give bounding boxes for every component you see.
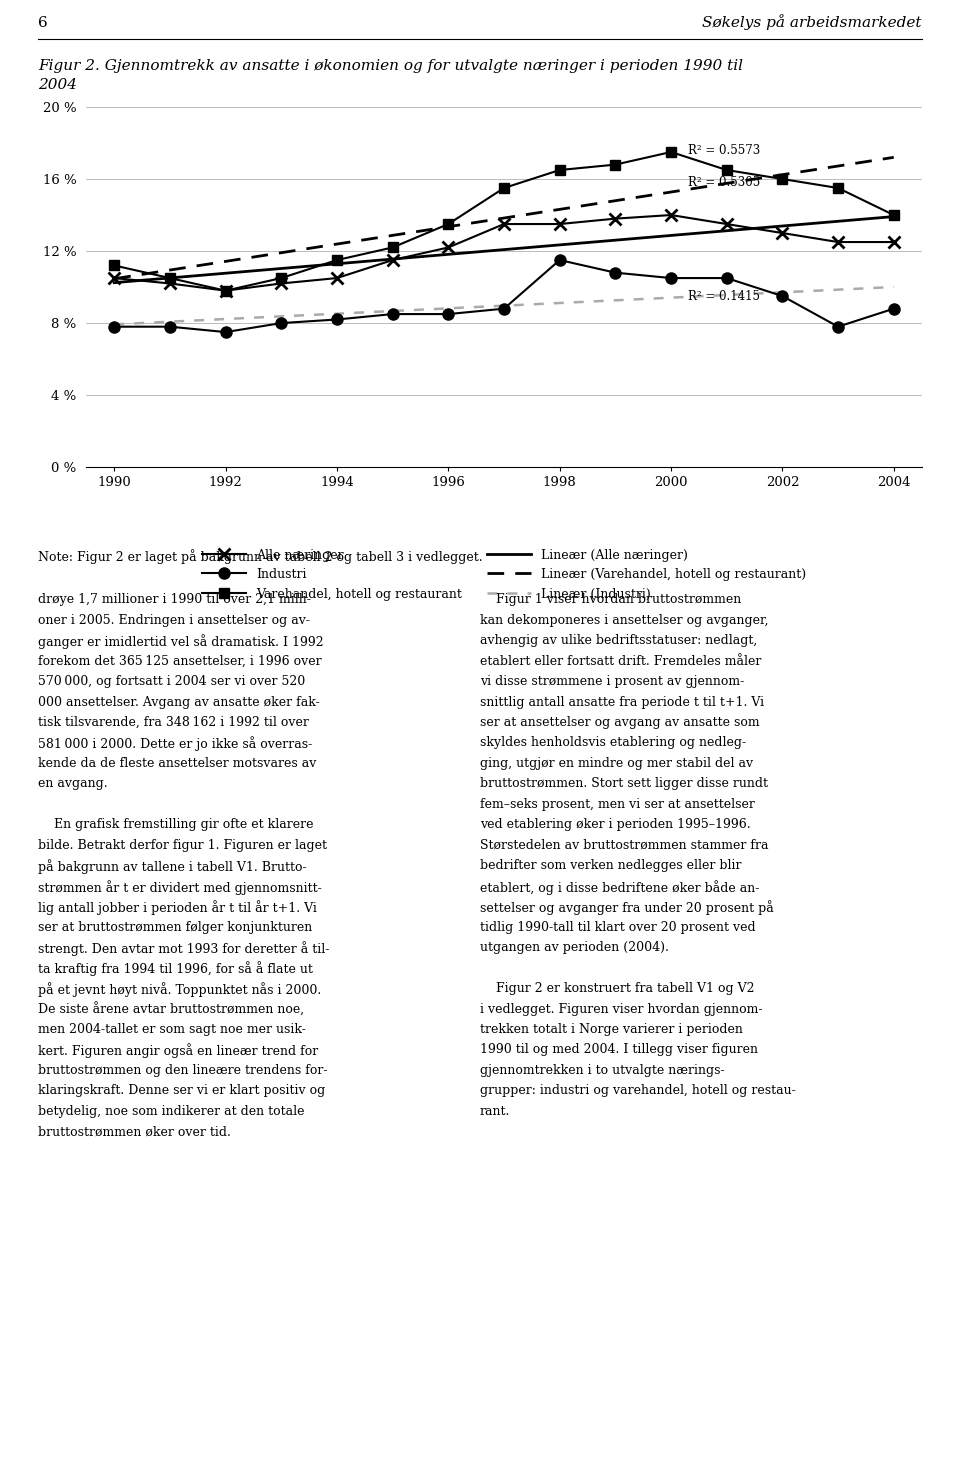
Text: men 2004-tallet er som sagt noe mer usik-: men 2004-tallet er som sagt noe mer usik… xyxy=(38,1023,306,1037)
Text: 1990 til og med 2004. I tillegg viser figuren: 1990 til og med 2004. I tillegg viser fi… xyxy=(480,1044,758,1056)
Text: 000 ansettelser. Avgang av ansatte øker fak-: 000 ansettelser. Avgang av ansatte øker … xyxy=(38,696,320,709)
Text: bedrifter som verken nedlegges eller blir: bedrifter som verken nedlegges eller bli… xyxy=(480,859,741,872)
Text: De siste årene avtar bruttostrømmen noe,: De siste årene avtar bruttostrømmen noe, xyxy=(38,1003,304,1017)
Text: tidlig 1990-tall til klart over 20 prosent ved: tidlig 1990-tall til klart over 20 prose… xyxy=(480,921,756,934)
Text: ta kraftig fra 1994 til 1996, for så å flate ut: ta kraftig fra 1994 til 1996, for så å f… xyxy=(38,961,313,976)
Text: ser at ansettelser og avgang av ansatte som: ser at ansettelser og avgang av ansatte … xyxy=(480,716,759,730)
Text: ved etablering øker i perioden 1995–1996.: ved etablering øker i perioden 1995–1996… xyxy=(480,819,751,832)
Text: R² = 0.1415: R² = 0.1415 xyxy=(687,289,759,303)
Text: skyldes henholdsvis etablering og nedleg-: skyldes henholdsvis etablering og nedleg… xyxy=(480,737,746,749)
Text: forekom det 365 125 ansettelser, i 1996 over: forekom det 365 125 ansettelser, i 1996 … xyxy=(38,654,322,667)
Text: på et jevnt høyt nivå. Toppunktet nås i 2000.: på et jevnt høyt nivå. Toppunktet nås i … xyxy=(38,982,322,997)
Text: på bakgrunn av tallene i tabell V1. Brutto-: på bakgrunn av tallene i tabell V1. Brut… xyxy=(38,859,307,873)
Text: avhengig av ulike bedriftsstatuser: nedlagt,: avhengig av ulike bedriftsstatuser: nedl… xyxy=(480,635,757,647)
Text: ging, utgjør en mindre og mer stabil del av: ging, utgjør en mindre og mer stabil del… xyxy=(480,756,754,770)
Text: etablert, og i disse bedriftene øker både an-: etablert, og i disse bedriftene øker båd… xyxy=(480,879,759,894)
Text: Figur 2. Gjennomtrekk av ansatte i økonomien og for utvalgte næringer i perioden: Figur 2. Gjennomtrekk av ansatte i økono… xyxy=(38,59,743,92)
Text: grupper: industri og varehandel, hotell og restau-: grupper: industri og varehandel, hotell … xyxy=(480,1084,796,1097)
Text: utgangen av perioden (2004).: utgangen av perioden (2004). xyxy=(480,942,669,954)
Text: strømmen år t er dividert med gjennomsnitt-: strømmen år t er dividert med gjennomsni… xyxy=(38,879,323,894)
Text: R² = 0.5573: R² = 0.5573 xyxy=(687,144,760,157)
Text: kende da de fleste ansettelser motsvares av: kende da de fleste ansettelser motsvares… xyxy=(38,756,317,770)
Text: bilde. Betrakt derfor figur 1. Figuren er laget: bilde. Betrakt derfor figur 1. Figuren e… xyxy=(38,839,327,851)
Text: bruttostrømmen og den lineære trendens for-: bruttostrømmen og den lineære trendens f… xyxy=(38,1063,328,1077)
Text: etablert eller fortsatt drift. Fremdeles måler: etablert eller fortsatt drift. Fremdeles… xyxy=(480,654,761,667)
Text: gjennomtrekken i to utvalgte nærings-: gjennomtrekken i to utvalgte nærings- xyxy=(480,1063,725,1077)
Text: bruttostrømmen. Stort sett ligger disse rundt: bruttostrømmen. Stort sett ligger disse … xyxy=(480,777,768,790)
Legend: Alle næringer, Industri, Varehandel, hotell og restaurant, Lineær (Alle næringer: Alle næringer, Industri, Varehandel, hot… xyxy=(203,549,805,601)
Text: rant.: rant. xyxy=(480,1105,511,1118)
Text: Søkelys på arbeidsmarkedet: Søkelys på arbeidsmarkedet xyxy=(702,13,922,30)
Text: snittlig antall ansatte fra periode t til t+1. Vi: snittlig antall ansatte fra periode t ti… xyxy=(480,696,764,709)
Text: 570 000, og fortsatt i 2004 ser vi over 520: 570 000, og fortsatt i 2004 ser vi over … xyxy=(38,675,305,688)
Text: 6: 6 xyxy=(38,16,48,30)
Text: trekken totalt i Norge varierer i perioden: trekken totalt i Norge varierer i period… xyxy=(480,1023,743,1037)
Text: ser at bruttostrømmen følger konjunkturen: ser at bruttostrømmen følger konjunkture… xyxy=(38,921,313,934)
Text: drøye 1,7 millioner i 1990 til over 2,1 milli-: drøye 1,7 millioner i 1990 til over 2,1 … xyxy=(38,593,311,607)
Text: strengt. Den avtar mot 1993 for deretter å til-: strengt. Den avtar mot 1993 for deretter… xyxy=(38,942,330,957)
Text: bruttostrømmen øker over tid.: bruttostrømmen øker over tid. xyxy=(38,1126,231,1139)
Text: kert. Figuren angir også en lineær trend for: kert. Figuren angir også en lineær trend… xyxy=(38,1044,319,1059)
Text: settelser og avganger fra under 20 prosent på: settelser og avganger fra under 20 prose… xyxy=(480,900,774,915)
Text: vi disse strømmene i prosent av gjennom-: vi disse strømmene i prosent av gjennom- xyxy=(480,675,744,688)
Text: ganger er imidlertid vel så dramatisk. I 1992: ganger er imidlertid vel så dramatisk. I… xyxy=(38,635,324,650)
Text: En grafisk fremstilling gir ofte et klarere: En grafisk fremstilling gir ofte et klar… xyxy=(38,819,314,832)
Text: lig antall jobber i perioden år t til år t+1. Vi: lig antall jobber i perioden år t til år… xyxy=(38,900,317,915)
Text: Figur 1 viser hvordan bruttostrømmen: Figur 1 viser hvordan bruttostrømmen xyxy=(480,593,741,607)
Text: en avgang.: en avgang. xyxy=(38,777,108,790)
Text: oner i 2005. Endringen i ansettelser og av-: oner i 2005. Endringen i ansettelser og … xyxy=(38,614,310,627)
Text: betydelig, noe som indikerer at den totale: betydelig, noe som indikerer at den tota… xyxy=(38,1105,305,1118)
Text: klaringskraft. Denne ser vi er klart positiv og: klaringskraft. Denne ser vi er klart pos… xyxy=(38,1084,325,1097)
Text: R² = 0.5305: R² = 0.5305 xyxy=(687,176,760,190)
Text: tisk tilsvarende, fra 348 162 i 1992 til over: tisk tilsvarende, fra 348 162 i 1992 til… xyxy=(38,716,309,730)
Text: Note: Figur 2 er laget på bakgrunn av tabell 2 og tabell 3 i vedlegget.: Note: Figur 2 er laget på bakgrunn av ta… xyxy=(38,549,483,564)
Text: kan dekomponeres i ansettelser og avganger,: kan dekomponeres i ansettelser og avgang… xyxy=(480,614,769,627)
Text: 581 000 i 2000. Dette er jo ikke så overras-: 581 000 i 2000. Dette er jo ikke så over… xyxy=(38,737,313,752)
Text: Figur 2 er konstruert fra tabell V1 og V2: Figur 2 er konstruert fra tabell V1 og V… xyxy=(480,982,755,995)
Text: i vedlegget. Figuren viser hvordan gjennom-: i vedlegget. Figuren viser hvordan gjenn… xyxy=(480,1003,762,1016)
Text: Størstedelen av bruttostrømmen stammer fra: Størstedelen av bruttostrømmen stammer f… xyxy=(480,839,769,851)
Text: fem–seks prosent, men vi ser at ansettelser: fem–seks prosent, men vi ser at ansettel… xyxy=(480,798,755,811)
